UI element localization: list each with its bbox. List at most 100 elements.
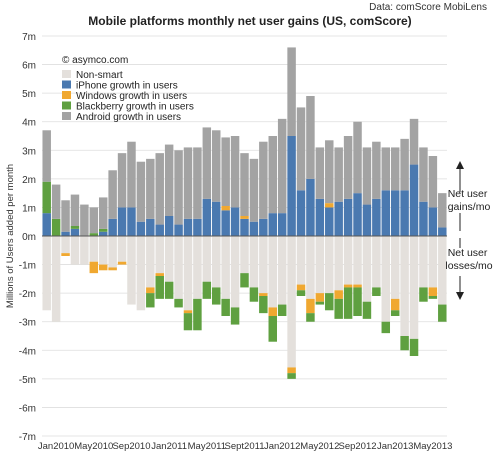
bar-segment	[249, 158, 259, 222]
y-tick-label: 6m	[22, 61, 36, 72]
bar-segment	[372, 236, 381, 288]
bar-segment	[61, 200, 70, 232]
bar-segment	[183, 147, 193, 219]
bar-segment	[390, 310, 400, 316]
bar-segment	[390, 298, 400, 311]
losses-arrow-head	[456, 292, 464, 300]
bar-segment	[51, 184, 61, 219]
x-tick-label: May2011	[188, 441, 226, 452]
bar-segment	[381, 147, 391, 191]
bar-segment	[259, 236, 268, 294]
bar-segment	[287, 47, 296, 136]
bar-segment	[438, 304, 447, 322]
losses-label: Net user losses/mo	[445, 247, 492, 272]
legend-swatch	[62, 70, 71, 78]
bar-segment	[296, 236, 306, 285]
bar-segment	[343, 198, 353, 236]
bar-segment	[70, 226, 80, 229]
bar-segment	[212, 201, 221, 236]
bar-segment	[221, 210, 230, 236]
bar-segment	[240, 273, 249, 288]
bar-segment	[259, 296, 268, 314]
bar-segment	[419, 236, 428, 288]
bar-segment	[306, 178, 315, 236]
bar-segment	[390, 190, 400, 236]
bar-segment	[174, 298, 183, 308]
bar-segment	[202, 127, 212, 199]
bar-segment	[353, 236, 362, 285]
losses-annotation: Net user losses/mo	[445, 238, 493, 300]
bar-segment	[287, 136, 296, 236]
chart-source: Data: comScore MobiLens	[369, 2, 487, 13]
bar-segment	[259, 293, 268, 296]
bar-segment	[315, 198, 325, 236]
bar-segment	[136, 161, 146, 222]
bar-segment	[306, 298, 315, 314]
bar-segment	[277, 236, 287, 305]
bar-segment	[277, 213, 287, 236]
bar-segment	[202, 198, 212, 236]
bar-segment	[315, 293, 325, 302]
bar-segment	[343, 287, 353, 319]
legend-swatch	[62, 91, 71, 99]
y-tick-label: 4m	[22, 118, 36, 129]
bar-segment	[259, 141, 268, 219]
bar-segment	[108, 236, 117, 268]
bar-segment	[193, 147, 202, 219]
bar-segment	[372, 287, 381, 296]
bar-segment	[108, 218, 117, 236]
bar-segment	[334, 290, 343, 299]
bar-segment	[334, 236, 343, 291]
bar-segment	[155, 236, 164, 274]
y-tick-label: -5m	[19, 375, 36, 386]
bar-segment	[343, 236, 353, 285]
bar-segment	[353, 193, 362, 236]
bar-segment	[164, 281, 174, 299]
bar-segment	[70, 194, 80, 226]
bar-segment	[183, 313, 193, 331]
bar-segment	[353, 121, 362, 194]
grid	[42, 35, 447, 437]
bar-segment	[334, 147, 343, 202]
bar-segment	[155, 224, 164, 236]
y-tick-label: -2m	[19, 289, 36, 300]
bar-segment	[155, 273, 164, 276]
bar-segment	[42, 181, 51, 214]
bar-segment	[390, 236, 400, 299]
bar-segment	[108, 267, 117, 271]
x-tick-label: May2013	[413, 441, 452, 452]
bar-segment	[117, 207, 127, 236]
bar-segment	[409, 338, 419, 356]
legend-label: Android growth in users	[76, 112, 181, 123]
bar-segment	[381, 321, 391, 334]
bar-segment	[117, 236, 127, 262]
bar-segment	[221, 236, 230, 299]
bar-segment	[164, 144, 174, 216]
bar-segment	[381, 236, 391, 322]
bar-segment	[89, 207, 99, 234]
bar-segment	[98, 264, 108, 271]
bar-segment	[42, 236, 51, 311]
x-tick-label: May2010	[74, 441, 113, 452]
bar-segment	[325, 140, 334, 204]
gains-label: Net user gains/mo	[448, 188, 491, 213]
bar-segment	[164, 236, 174, 282]
chart-title: Mobile platforms monthly net user gains …	[88, 14, 411, 28]
bar-segment	[202, 236, 212, 282]
y-tick-label: 7m	[22, 32, 36, 43]
bar-segment	[146, 236, 155, 288]
bar-segment	[268, 316, 277, 342]
bar-segment	[164, 216, 174, 236]
bar-segment	[334, 298, 343, 319]
bar-segment	[240, 218, 249, 236]
bar-segment	[174, 236, 183, 299]
bar-segment	[212, 287, 221, 305]
bar-segment	[296, 107, 306, 191]
bar-segment	[70, 236, 80, 265]
bar-segment	[362, 147, 372, 205]
x-tick-label: Jan2012	[264, 441, 300, 452]
bar-segment	[183, 218, 193, 236]
x-tick-label: Sep2012	[338, 441, 376, 452]
bar-segment	[372, 141, 381, 199]
